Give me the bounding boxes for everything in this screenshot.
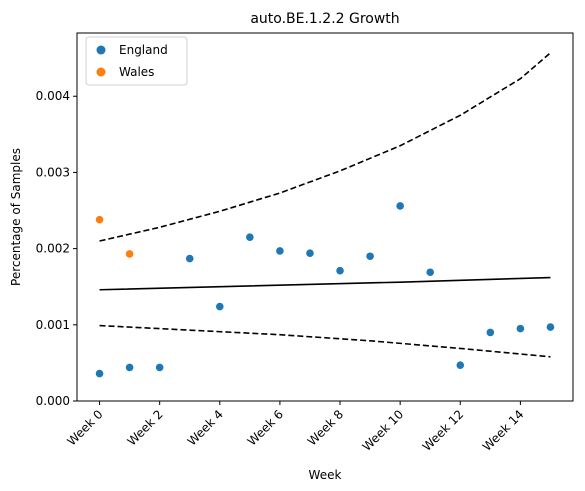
y-tick-label: 0.002 (36, 242, 70, 256)
data-point-england (95, 369, 104, 378)
data-point-england (366, 252, 374, 261)
confidence-bound-line (99, 52, 551, 242)
x-tick-label: Week 10 (360, 407, 407, 454)
y-axis: 0.000 0.001 0.002 0.003 0.004 (36, 89, 77, 408)
data-point-england (336, 266, 344, 275)
x-tick-label: Week 4 (185, 407, 226, 448)
chart-title: auto.BE.1.2.2 Growth (250, 11, 399, 27)
trend-line (99, 276, 551, 291)
y-tick-label: 0.003 (36, 165, 70, 179)
data-point-england (215, 302, 224, 311)
data-point-england (276, 247, 284, 255)
legend: England Wales (85, 36, 188, 86)
data-point-england (396, 202, 404, 210)
x-tick-label: Week 8 (305, 407, 346, 448)
data-point-england (155, 363, 164, 372)
data-point-england (306, 249, 314, 257)
data-point-wales (125, 250, 134, 258)
legend-marker (96, 45, 106, 55)
data-point-england (546, 323, 555, 331)
data-point-england (246, 233, 254, 241)
plot-frame (76, 32, 574, 402)
legend-marker (96, 67, 106, 77)
data-point-wales (95, 215, 104, 224)
y-tick-label: 0.004 (36, 89, 70, 103)
x-axis-label: Week (309, 468, 342, 482)
legend-label: Wales (119, 65, 154, 79)
confidence-bound-line (99, 324, 551, 358)
y-tick-label: 0.000 (36, 394, 70, 408)
x-tick-label: Week 14 (480, 407, 527, 454)
data-point-england (486, 328, 495, 337)
fit-lines (99, 52, 551, 358)
x-tick-label: Week 6 (245, 407, 286, 448)
x-axis: Week 0 Week 2 Week 4 Week 6 Week 8 Week 10 Wee… (64, 401, 527, 454)
data-point-england (426, 268, 435, 277)
data-point-england (125, 363, 134, 372)
y-tick-label: 0.001 (36, 318, 70, 332)
y-axis-label: Percentage of Samples (9, 148, 23, 286)
x-tick-label: Week 12 (420, 407, 467, 454)
data-point-england (516, 324, 525, 333)
data-point-england (456, 361, 465, 369)
data-points (95, 202, 555, 378)
plot-area (76, 32, 574, 402)
legend-box (85, 36, 188, 86)
x-tick-label: Week 2 (125, 407, 166, 448)
legend-label: England (119, 43, 168, 57)
x-tick-label: Week 0 (64, 407, 105, 448)
data-point-england (185, 254, 194, 263)
